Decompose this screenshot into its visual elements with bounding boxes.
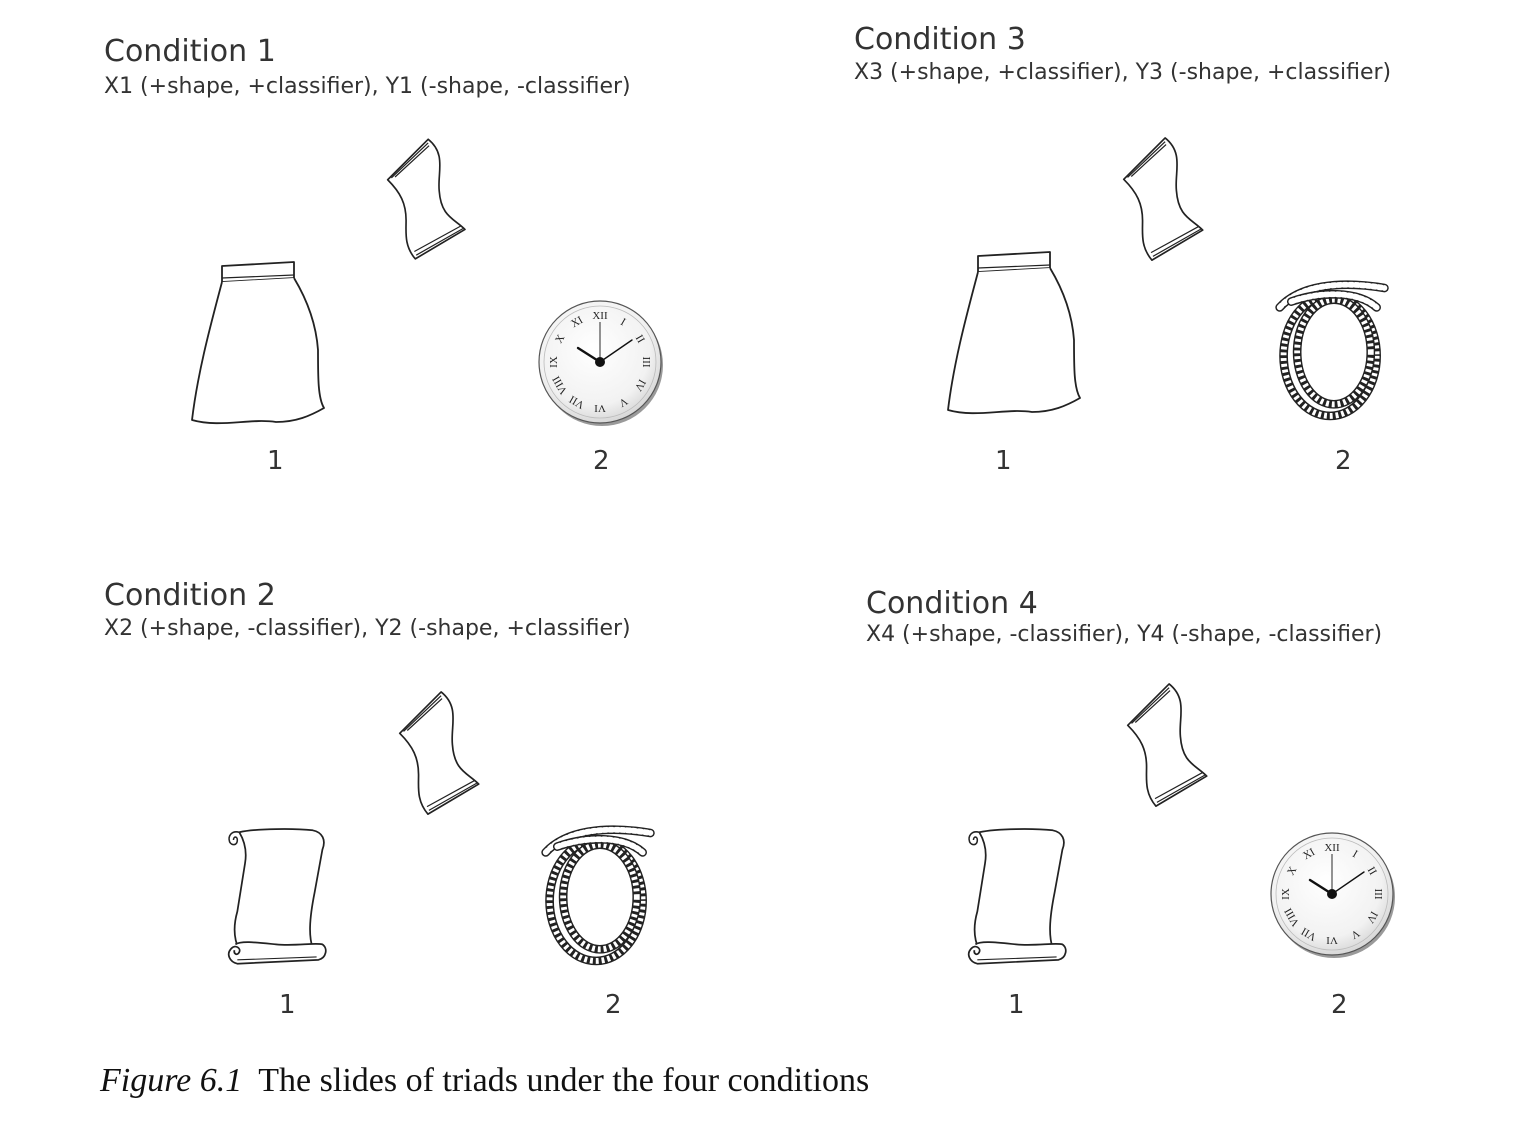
figure-caption: Figure 6.1 The slides of triads under the… xyxy=(100,1062,869,1100)
condition-2-description: X2 (+shape, -classifier), Y2 (-shape, +c… xyxy=(104,616,631,641)
condition-4-cloth-icon xyxy=(1124,678,1218,814)
condition-4-item-1-label: 1 xyxy=(1008,990,1025,1020)
condition-3-description: X3 (+shape, +classifier), Y3 (-shape, +c… xyxy=(854,60,1391,85)
condition-3-title: Condition 3 xyxy=(854,22,1026,57)
condition-2-cloth-icon xyxy=(396,686,490,822)
condition-1-cloth-icon xyxy=(384,132,476,268)
clock-numeral: IX xyxy=(548,356,560,368)
clock-numeral: XII xyxy=(592,310,608,322)
condition-3-item-1-label: 1 xyxy=(995,446,1012,476)
condition-2-item-1-label: 1 xyxy=(279,990,296,1020)
condition-2-rope-icon xyxy=(536,814,662,978)
clock-numeral: VI xyxy=(594,402,606,414)
condition-3-skirt-icon xyxy=(946,250,1086,420)
condition-1-item-1-label: 1 xyxy=(267,446,284,476)
condition-3-item-2-label: 2 xyxy=(1335,446,1352,476)
clock-numeral: VI xyxy=(1326,934,1338,946)
condition-1-title: Condition 1 xyxy=(104,34,276,69)
condition-2-title: Condition 2 xyxy=(104,578,276,613)
condition-2-scroll-icon xyxy=(218,824,334,970)
condition-1-item-2-label: 2 xyxy=(593,446,610,476)
condition-4-scroll-icon xyxy=(958,824,1074,970)
clock-numeral: III xyxy=(640,357,652,368)
clock-numeral: III xyxy=(1372,889,1384,900)
condition-2-item-2-label: 2 xyxy=(605,990,622,1020)
condition-1-skirt-icon xyxy=(190,260,330,430)
clock-numeral: XII xyxy=(1324,842,1340,854)
condition-4-description: X4 (+shape, -classifier), Y4 (-shape, -c… xyxy=(866,622,1382,647)
condition-3-rope-icon xyxy=(1270,270,1396,432)
figure-caption-text: The slides of triads under the four cond… xyxy=(258,1062,869,1099)
condition-3-cloth-icon xyxy=(1120,132,1214,268)
condition-4-item-2-label: 2 xyxy=(1331,990,1348,1020)
condition-1-description: X1 (+shape, +classifier), Y1 (-shape, -c… xyxy=(104,74,631,99)
clock-numeral: IX xyxy=(1280,888,1292,900)
condition-4-title: Condition 4 xyxy=(866,586,1038,621)
figure-label: Figure 6.1 xyxy=(100,1062,242,1099)
